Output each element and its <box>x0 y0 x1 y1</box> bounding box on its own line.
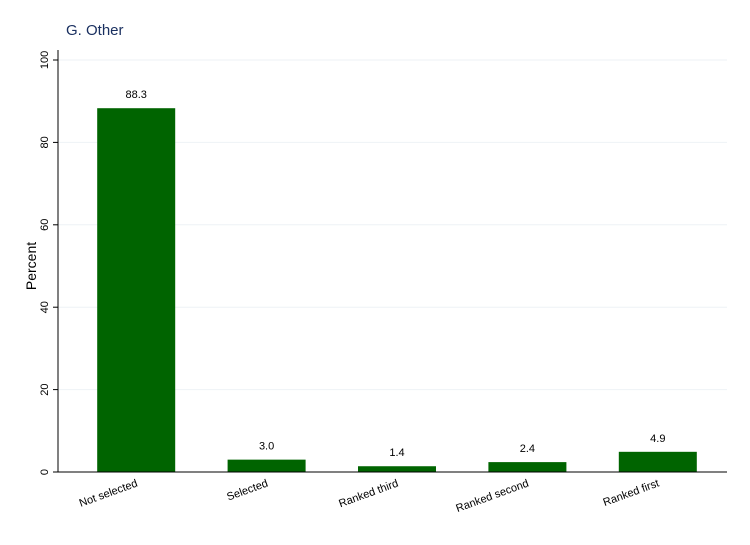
y-tick-label: 100 <box>39 51 51 69</box>
bar <box>618 451 697 472</box>
y-tick-label: 60 <box>39 219 51 231</box>
y-tick-label: 40 <box>39 301 51 313</box>
bar <box>227 459 306 472</box>
value-label: 2.4 <box>520 443 535 455</box>
y-axis-title: Percent <box>23 242 39 290</box>
bar <box>488 462 567 472</box>
value-label: 3.0 <box>259 441 274 453</box>
bar <box>97 108 176 472</box>
bar <box>358 466 436 472</box>
y-tick-label: 80 <box>39 136 51 148</box>
chart-title: G. Other <box>66 22 124 39</box>
value-label: 88.3 <box>125 89 146 101</box>
y-tick-label: 0 <box>39 469 51 475</box>
value-label: 1.4 <box>389 447 404 459</box>
value-label: 4.9 <box>650 433 665 445</box>
y-tick-label: 20 <box>39 383 51 395</box>
